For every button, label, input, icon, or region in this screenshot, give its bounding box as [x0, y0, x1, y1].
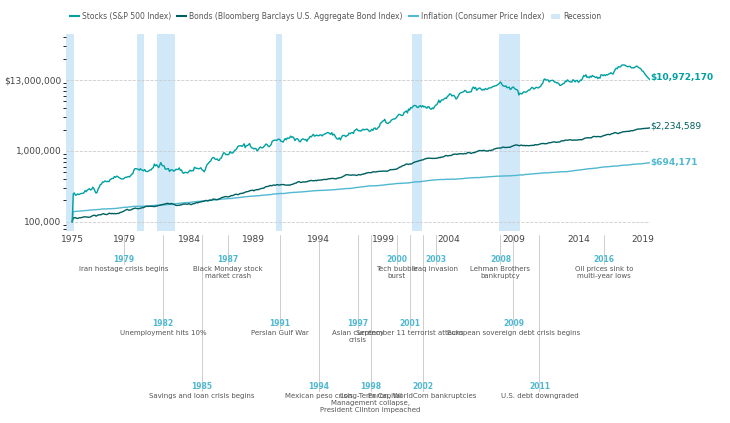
Bar	[56, 34, 74, 231]
Bar	[275, 34, 282, 231]
Text: Oil prices sink to
multi-year lows: Oil prices sink to multi-year lows	[575, 266, 634, 280]
Text: $2,234,589: $2,234,589	[650, 122, 702, 131]
Text: Enron, WorldCom bankruptcies: Enron, WorldCom bankruptcies	[369, 393, 477, 399]
Text: 1987: 1987	[218, 255, 239, 264]
Bar	[137, 34, 144, 231]
Text: 2001: 2001	[399, 319, 420, 328]
Text: $694,171: $694,171	[650, 158, 698, 167]
Text: 2016: 2016	[593, 255, 615, 264]
Text: 2003: 2003	[425, 255, 446, 264]
Text: Iraq invasion: Iraq invasion	[413, 266, 458, 272]
Text: Tech bubble
burst: Tech bubble burst	[376, 266, 418, 280]
Legend: Stocks (S&P 500 Index), Bonds (Bloomberg Barclays U.S. Aggregate Bond Index), In: Stocks (S&P 500 Index), Bonds (Bloomberg…	[69, 12, 601, 21]
Text: Mexican peso crisis: Mexican peso crisis	[285, 393, 353, 399]
Text: Long-Term Capital
Management collapse,
President Clinton impeached: Long-Term Capital Management collapse, P…	[320, 393, 421, 413]
Text: 1985: 1985	[191, 382, 212, 391]
Text: U.S. debt downgraded: U.S. debt downgraded	[501, 393, 578, 399]
Text: Persian Gulf War: Persian Gulf War	[251, 330, 309, 336]
Text: 2000: 2000	[386, 255, 407, 264]
Bar	[156, 34, 175, 231]
Text: 2002: 2002	[412, 382, 433, 391]
Text: September 11 terrorist attacks: September 11 terrorist attacks	[356, 330, 464, 336]
Text: Iran hostage crisis begins: Iran hostage crisis begins	[80, 266, 169, 272]
Text: $10,972,170: $10,972,170	[650, 73, 713, 82]
Text: 1994: 1994	[308, 382, 329, 391]
Bar	[499, 34, 520, 231]
Text: 2008: 2008	[490, 255, 511, 264]
Text: Unemployment hits 10%: Unemployment hits 10%	[120, 330, 207, 336]
Text: 1991: 1991	[269, 319, 291, 328]
Text: 1997: 1997	[347, 319, 368, 328]
Text: Savings and loan crisis begins: Savings and loan crisis begins	[149, 393, 255, 399]
Text: 2011: 2011	[529, 382, 550, 391]
Text: European sovereign debt crisis begins: European sovereign debt crisis begins	[447, 330, 580, 336]
Text: 2009: 2009	[503, 319, 524, 328]
Text: 1998: 1998	[360, 382, 381, 391]
Text: 1982: 1982	[153, 319, 174, 328]
Text: Asian currency
crisis: Asian currency crisis	[331, 330, 384, 343]
Text: 1979: 1979	[114, 255, 134, 264]
Text: Lehman Brothers
bankruptcy: Lehman Brothers bankruptcy	[470, 266, 531, 280]
Bar	[412, 34, 421, 231]
Text: Black Monday stock
market crash: Black Monday stock market crash	[193, 266, 263, 280]
